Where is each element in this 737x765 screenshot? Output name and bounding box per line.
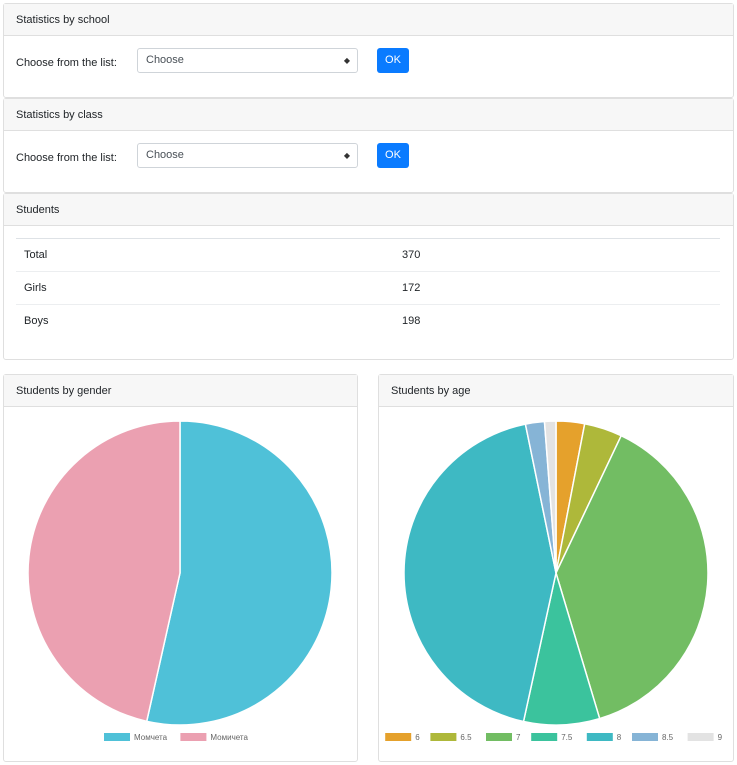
- pie-slice-7[interactable]: [555, 434, 709, 720]
- class-ok-button[interactable]: OK: [377, 143, 409, 168]
- class-form-row: Choose from the list: Choose ◆ OK: [4, 131, 733, 191]
- legend-swatch: [104, 733, 130, 741]
- class-stats-header: Statistics by class: [4, 99, 733, 131]
- pie-slice--[interactable]: [27, 420, 181, 723]
- legend-label: Момчета: [134, 733, 168, 742]
- school-form-row: Choose from the list: Choose ◆ OK: [4, 36, 733, 96]
- school-select-value: Choose: [146, 54, 184, 66]
- row-label: Boys: [24, 315, 49, 327]
- row-value: 370: [402, 249, 421, 261]
- row-label: Total: [24, 249, 48, 261]
- students-header: Students: [4, 194, 733, 226]
- legend-swatch: [531, 733, 558, 741]
- legend-label: Момичета: [210, 733, 248, 742]
- legend-swatch: [586, 733, 613, 741]
- gender-pie-chart: Момчета Момичета: [27, 420, 333, 742]
- legend-label: 8: [617, 733, 622, 742]
- pie-slice-8[interactable]: [403, 423, 557, 723]
- age-pie-chart: 6 6.5 7 7.5 8 8.5 9: [385, 420, 723, 742]
- students-table: Total 370 Girls 172 Boys 198: [16, 238, 720, 337]
- legend-swatch: [687, 733, 714, 741]
- legend-label: 6.5: [460, 733, 472, 742]
- class-select-label: Choose from the list:: [16, 152, 117, 164]
- legend-swatch: [632, 733, 658, 741]
- school-select[interactable]: Choose ◆: [137, 48, 358, 73]
- legend-label: 8.5: [662, 733, 674, 742]
- row-label: Girls: [24, 282, 47, 294]
- class-select-value: Choose: [146, 149, 184, 161]
- school-stats-header: Statistics by school: [4, 4, 733, 36]
- legend-label: 7: [516, 733, 521, 742]
- table-row: Boys 198: [16, 305, 720, 337]
- school-stats-card: Statistics by school Choose from the lis…: [3, 3, 734, 98]
- legend-swatch: [430, 733, 457, 741]
- class-stats-card: Statistics by class Choose from the list…: [3, 98, 734, 193]
- select-caret-icon: ◆: [343, 151, 350, 160]
- students-card: Students Total 370 Girls 172 Boys 198: [3, 193, 734, 360]
- age-chart-header: Students by age: [379, 375, 733, 407]
- legend-label: 7.5: [561, 733, 573, 742]
- legend-label: 6: [415, 733, 420, 742]
- pie-slice--[interactable]: [145, 420, 333, 726]
- gender-chart-card: Students by gender Момчета Момичета: [3, 374, 358, 762]
- row-value: 172: [402, 282, 421, 294]
- school-ok-button[interactable]: OK: [377, 48, 409, 73]
- legend-swatch: [486, 733, 512, 741]
- legend-swatch: [385, 733, 412, 741]
- school-select-label: Choose from the list:: [16, 57, 117, 69]
- table-row: Girls 172: [16, 272, 720, 305]
- table-row: Total 370: [16, 239, 720, 272]
- class-select[interactable]: Choose ◆: [137, 143, 358, 168]
- select-caret-icon: ◆: [343, 56, 350, 65]
- age-chart-card: Students by age 6 6.5 7 7.5 8 8.5 9: [378, 374, 734, 762]
- legend-label: 9: [718, 733, 723, 742]
- pie-slice-9[interactable]: [543, 420, 557, 574]
- row-value: 198: [402, 315, 421, 327]
- gender-chart-header: Students by gender: [4, 375, 357, 407]
- legend-swatch: [180, 733, 207, 741]
